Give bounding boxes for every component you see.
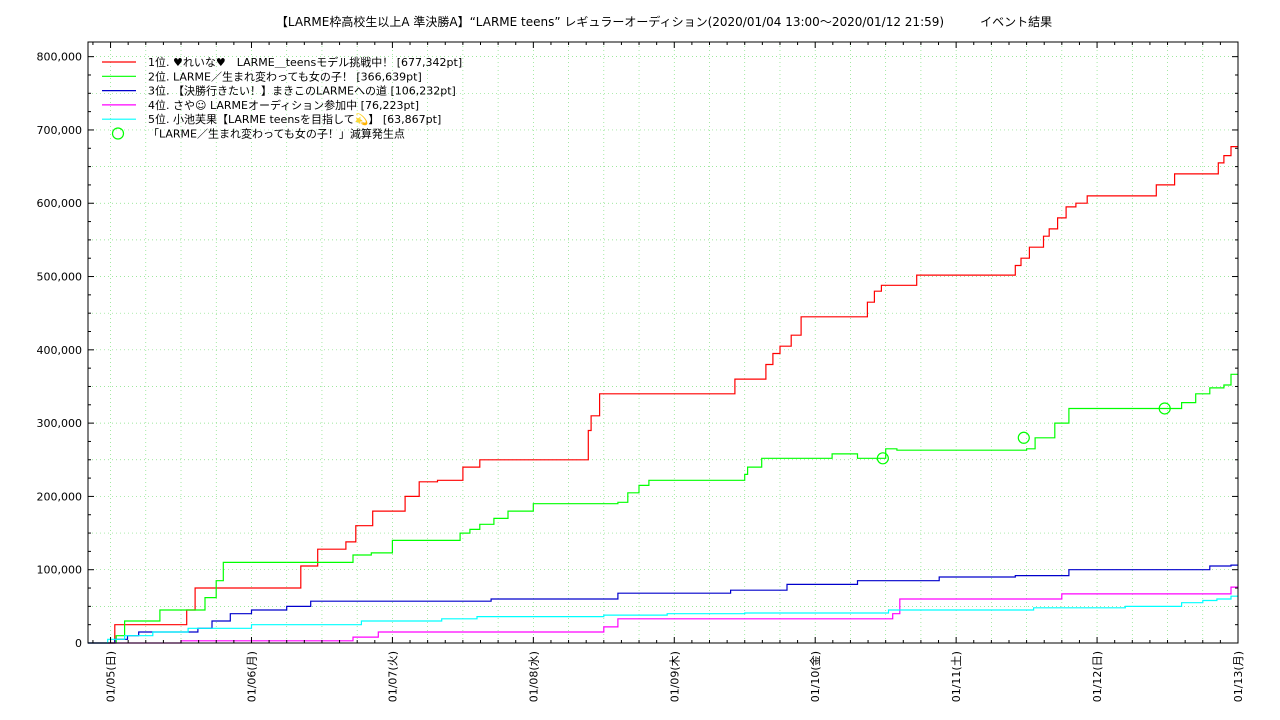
- legend-label-4: 4位. さや☺ LARMEオーディション参加中 [76,223pt]: [148, 98, 419, 112]
- legend-marker-symbol: [111, 127, 125, 140]
- axis-ticks: [88, 42, 1239, 644]
- legend-label-3: 3位. 【決勝行きたい！】まきこのLARMEへの道 [106,232pt]: [148, 84, 456, 98]
- series-line-2: [88, 373, 1238, 644]
- y-tick-label: 500,000: [37, 271, 83, 284]
- series-line-3: [88, 564, 1238, 644]
- y-tick-label: 600,000: [37, 197, 83, 210]
- penalty-marker: [1017, 431, 1030, 444]
- x-tick-label: 01/06(月): [245, 651, 258, 702]
- penalty-marker: [1158, 402, 1171, 415]
- chart-title: 【LARME枠高校生以上A 準決勝A】“LARME teens” レギュラーオー…: [275, 15, 1053, 29]
- y-tick-label: 700,000: [37, 124, 83, 137]
- y-axis-tick-labels: 0 100,000 200,000 300,000 400,000 500,000 600,…: [37, 51, 83, 650]
- y-tick-label: 100,000: [37, 564, 83, 577]
- y-tick-label: 400,000: [37, 344, 83, 357]
- series-line-4: [88, 586, 1238, 644]
- legend-label-markers: 「LARME／生まれ変わっても女の子！」減算発生点: [148, 127, 405, 141]
- x-tick-label: 01/08(水): [527, 651, 540, 702]
- series-line-5: [88, 595, 1238, 644]
- x-tick-label: 01/13(月): [1232, 651, 1245, 702]
- legend-label-2: 2位. LARME／生まれ変わっても女の子！ [366,639pt]: [148, 69, 422, 83]
- y-tick-label: 200,000: [37, 490, 83, 503]
- series-lines: [88, 146, 1238, 644]
- grid-lines: [88, 42, 1239, 644]
- x-tick-label: 01/10(金): [808, 651, 822, 702]
- x-tick-label: 01/09(木): [668, 651, 681, 702]
- x-tick-label: 01/07(火): [386, 651, 399, 702]
- plot-frame: [87, 41, 1239, 644]
- penalty-marker: [876, 452, 889, 465]
- y-tick-label: 800,000: [37, 51, 83, 64]
- legend-label-5: 5位. 小池芙果【LARME teensを目指して💫】 [63,867pt]: [148, 112, 441, 127]
- x-tick-label: 01/05(日): [105, 651, 118, 702]
- x-tick-label: 01/12(日): [1091, 651, 1104, 702]
- legend-label-1: 1位. ♥れいな♥ LARME＿teensモデル挑戦中！ [677,342pt]: [148, 55, 462, 69]
- x-tick-label: 01/11(土): [950, 651, 963, 702]
- penalty-markers: [876, 402, 1171, 465]
- x-axis-tick-labels: 01/05(日) 01/06(月) 01/07(火) 01/08(水) 01/09(木)…: [105, 651, 1245, 702]
- series-line-1: [88, 146, 1238, 644]
- legend: 1位. ♥れいな♥ LARME＿teensモデル挑戦中！ [677,342pt]…: [102, 55, 462, 141]
- y-tick-label: 0: [75, 637, 82, 650]
- y-tick-label: 300,000: [37, 417, 83, 430]
